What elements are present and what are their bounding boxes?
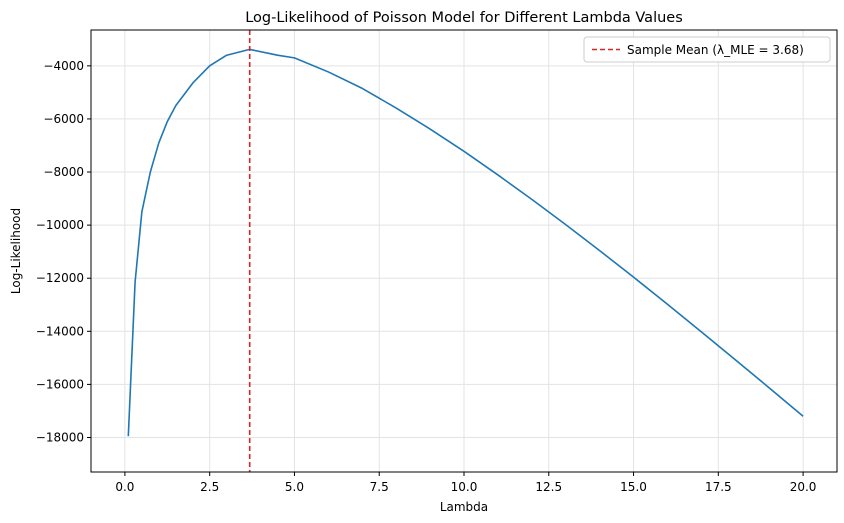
x-tick-label: 0.0 — [115, 480, 134, 494]
x-tick-label: 17.5 — [705, 480, 732, 494]
x-tick-label: 5.0 — [285, 480, 304, 494]
x-tick-label: 10.0 — [451, 480, 478, 494]
y-tick-label: −6000 — [43, 112, 84, 126]
y-tick-label: −8000 — [43, 165, 84, 179]
plot-area — [127, 30, 804, 472]
y-axis: −18000 −16000 −14000 −12000 −10000 −8000 −6000… — [36, 59, 91, 444]
y-tick-label: −14000 — [36, 324, 84, 338]
x-tick-label: 15.0 — [620, 480, 647, 494]
y-tick-label: −16000 — [36, 377, 84, 391]
y-axis-label: Log-Likelihood — [9, 208, 23, 294]
x-tick-label: 2.5 — [200, 480, 219, 494]
series-line-log-likelihood — [127, 48, 804, 437]
x-tick-label: 7.5 — [370, 480, 389, 494]
x-axis: 0.0 2.5 5.0 7.5 10.0 12.5 15.0 17.5 20.0 — [115, 472, 816, 494]
legend-label-sample-mean: Sample Mean (λ_MLE = 3.68) — [627, 43, 804, 57]
y-tick-label: −10000 — [36, 218, 84, 232]
y-tick-label: −18000 — [36, 430, 84, 444]
grid — [91, 30, 837, 472]
legend: Sample Mean (λ_MLE = 3.68) — [583, 36, 831, 63]
y-tick-label: −12000 — [36, 271, 84, 285]
chart-title: Log-Likelihood of Poisson Model for Diff… — [245, 10, 683, 26]
y-tick-label: −4000 — [43, 59, 84, 73]
x-axis-label: Lambda — [440, 500, 488, 514]
x-tick-label: 12.5 — [535, 480, 562, 494]
x-tick-label: 20.0 — [790, 480, 817, 494]
legend-box — [583, 36, 831, 63]
